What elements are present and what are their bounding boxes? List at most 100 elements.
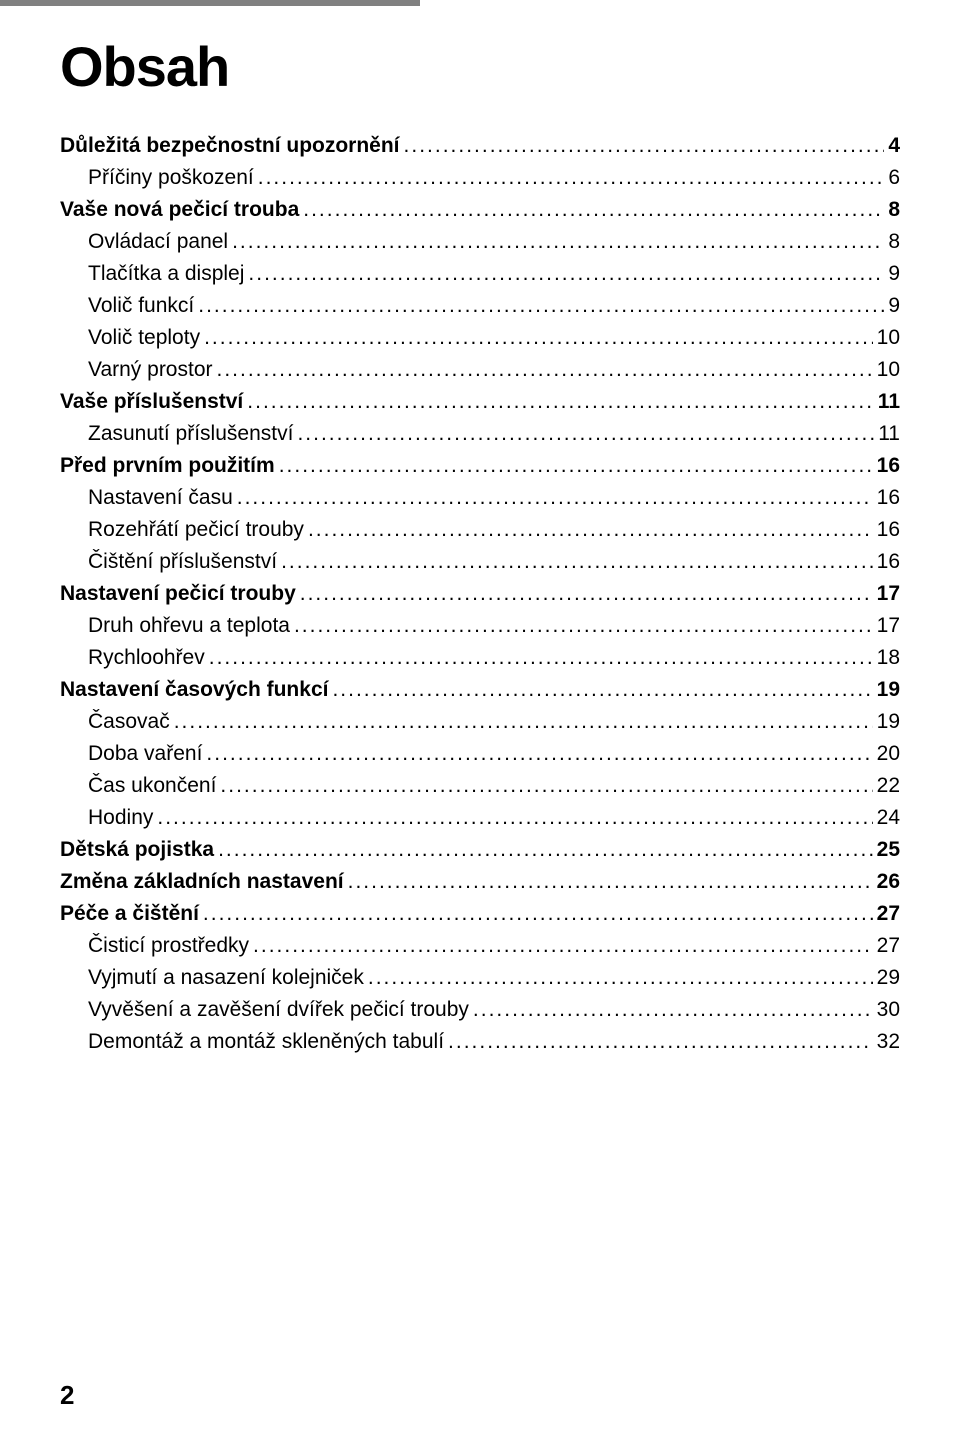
toc-row: Vaše nová pečicí trouba 8 <box>60 199 900 220</box>
toc-dots <box>281 551 873 572</box>
toc-row: Čisticí prostředky27 <box>60 935 900 956</box>
toc-row: Hodiny24 <box>60 807 900 828</box>
toc-page: 19 <box>877 679 900 700</box>
top-accent-bar <box>0 0 420 6</box>
toc-page: 10 <box>877 359 900 380</box>
toc-label: Ovládací panel <box>60 231 228 252</box>
toc-page: 20 <box>877 743 900 764</box>
toc-label: Čas ukončení <box>60 775 216 796</box>
toc-page: 19 <box>877 711 900 732</box>
toc-label: Hodiny <box>60 807 153 828</box>
toc-label: Nastavení času <box>60 487 233 508</box>
toc-row: Před prvním použitím16 <box>60 455 900 476</box>
page-title: Obsah <box>60 34 900 99</box>
toc-row: Volič funkcí9 <box>60 295 900 316</box>
toc-label: Rozehřátí pečicí trouby <box>60 519 304 540</box>
toc-page: 9 <box>888 263 900 284</box>
toc-row: Demontáž a montáž skleněných tabulí 32 <box>60 1031 900 1052</box>
toc-page: 6 <box>888 167 900 188</box>
toc-label: Varný prostor <box>60 359 213 380</box>
toc-row: Zasunutí příslušenství11 <box>60 423 900 444</box>
toc-label: Důležitá bezpečnostní upozornění <box>60 135 400 156</box>
toc-dots <box>157 807 872 828</box>
toc-dots <box>206 743 872 764</box>
toc-dots <box>279 455 873 476</box>
toc-dots <box>332 679 872 700</box>
toc-label: Volič funkcí <box>60 295 194 316</box>
toc-label: Časovač <box>60 711 170 732</box>
toc-label: Příčiny poškození <box>60 167 254 188</box>
toc-page: 27 <box>877 903 900 924</box>
toc-page: 8 <box>888 231 900 252</box>
toc-row: Vyjmutí a nasazení kolejniček 29 <box>60 967 900 988</box>
toc-page: 11 <box>878 391 900 412</box>
toc-row: Volič teploty 10 <box>60 327 900 348</box>
toc-label: Vyjmutí a nasazení kolejniček <box>60 967 364 988</box>
toc-page: 27 <box>877 935 900 956</box>
toc-dots <box>237 487 873 508</box>
toc-dots <box>209 647 873 668</box>
toc-row: Vyvěšení a zavěšení dvířek pečicí trouby… <box>60 999 900 1020</box>
toc-label: Vaše nová pečicí trouba <box>60 199 299 220</box>
toc-dots <box>204 327 873 348</box>
toc-label: Nastavení časových funkcí <box>60 679 328 700</box>
toc-row: Druh ohřevu a teplota17 <box>60 615 900 636</box>
toc-dots <box>198 295 884 316</box>
toc-row: Nastavení časových funkcí 19 <box>60 679 900 700</box>
toc-row: Nastavení času 16 <box>60 487 900 508</box>
toc-dots <box>448 1031 873 1052</box>
toc-row: Časovač 19 <box>60 711 900 732</box>
toc-page: 16 <box>877 455 900 476</box>
toc-label: Demontáž a montáž skleněných tabulí <box>60 1031 444 1052</box>
page-number: 2 <box>60 1380 74 1411</box>
toc-page: 16 <box>877 519 900 540</box>
toc-label: Tlačítka a displej <box>60 263 244 284</box>
toc-row: Příčiny poškození 6 <box>60 167 900 188</box>
toc-row: Ovládací panel 8 <box>60 231 900 252</box>
toc-page: 18 <box>877 647 900 668</box>
toc-dots <box>217 359 873 380</box>
toc-row: Nastavení pečicí trouby 17 <box>60 583 900 604</box>
toc-dots <box>308 519 873 540</box>
toc-dots <box>220 775 872 796</box>
toc-page: 8 <box>888 199 900 220</box>
toc-row: Čas ukončení 22 <box>60 775 900 796</box>
toc-dots <box>294 615 873 636</box>
toc-page: 22 <box>877 775 900 796</box>
toc-dots <box>218 839 873 860</box>
toc-row: Tlačítka a displej 9 <box>60 263 900 284</box>
toc-dots <box>174 711 873 732</box>
toc-page: 16 <box>877 487 900 508</box>
toc-row: Vaše příslušenství 11 <box>60 391 900 412</box>
toc-row: Změna základních nastavení 26 <box>60 871 900 892</box>
toc-label: Rychloohřev <box>60 647 205 668</box>
toc-row: Dětská pojistka25 <box>60 839 900 860</box>
toc-label: Doba vaření <box>60 743 202 764</box>
toc-page: 26 <box>877 871 900 892</box>
toc-page: 30 <box>877 999 900 1020</box>
toc-dots <box>247 391 874 412</box>
toc-label: Nastavení pečicí trouby <box>60 583 296 604</box>
toc-dots <box>297 423 874 444</box>
toc-page: 10 <box>877 327 900 348</box>
toc-row: Rozehřátí pečicí trouby 16 <box>60 519 900 540</box>
toc-label: Volič teploty <box>60 327 200 348</box>
toc-page: 4 <box>888 135 900 156</box>
toc-page: 16 <box>877 551 900 572</box>
toc-label: Vyvěšení a zavěšení dvířek pečicí trouby <box>60 999 469 1020</box>
toc-label: Druh ohřevu a teplota <box>60 615 290 636</box>
toc-dots <box>348 871 873 892</box>
toc-dots <box>258 167 885 188</box>
toc-row: Doba vaření 20 <box>60 743 900 764</box>
toc-label: Vaše příslušenství <box>60 391 243 412</box>
toc-dots <box>248 263 884 284</box>
toc-dots <box>232 231 884 252</box>
page-content: Obsah Důležitá bezpečnostní upozornění 4 P… <box>0 34 960 1052</box>
toc-page: 17 <box>877 583 900 604</box>
toc-label: Změna základních nastavení <box>60 871 344 892</box>
toc-dots <box>368 967 873 988</box>
toc-page: 32 <box>877 1031 900 1052</box>
toc-row: Čištění příslušenství16 <box>60 551 900 572</box>
toc-page: 29 <box>877 967 900 988</box>
toc-dots <box>473 999 873 1020</box>
